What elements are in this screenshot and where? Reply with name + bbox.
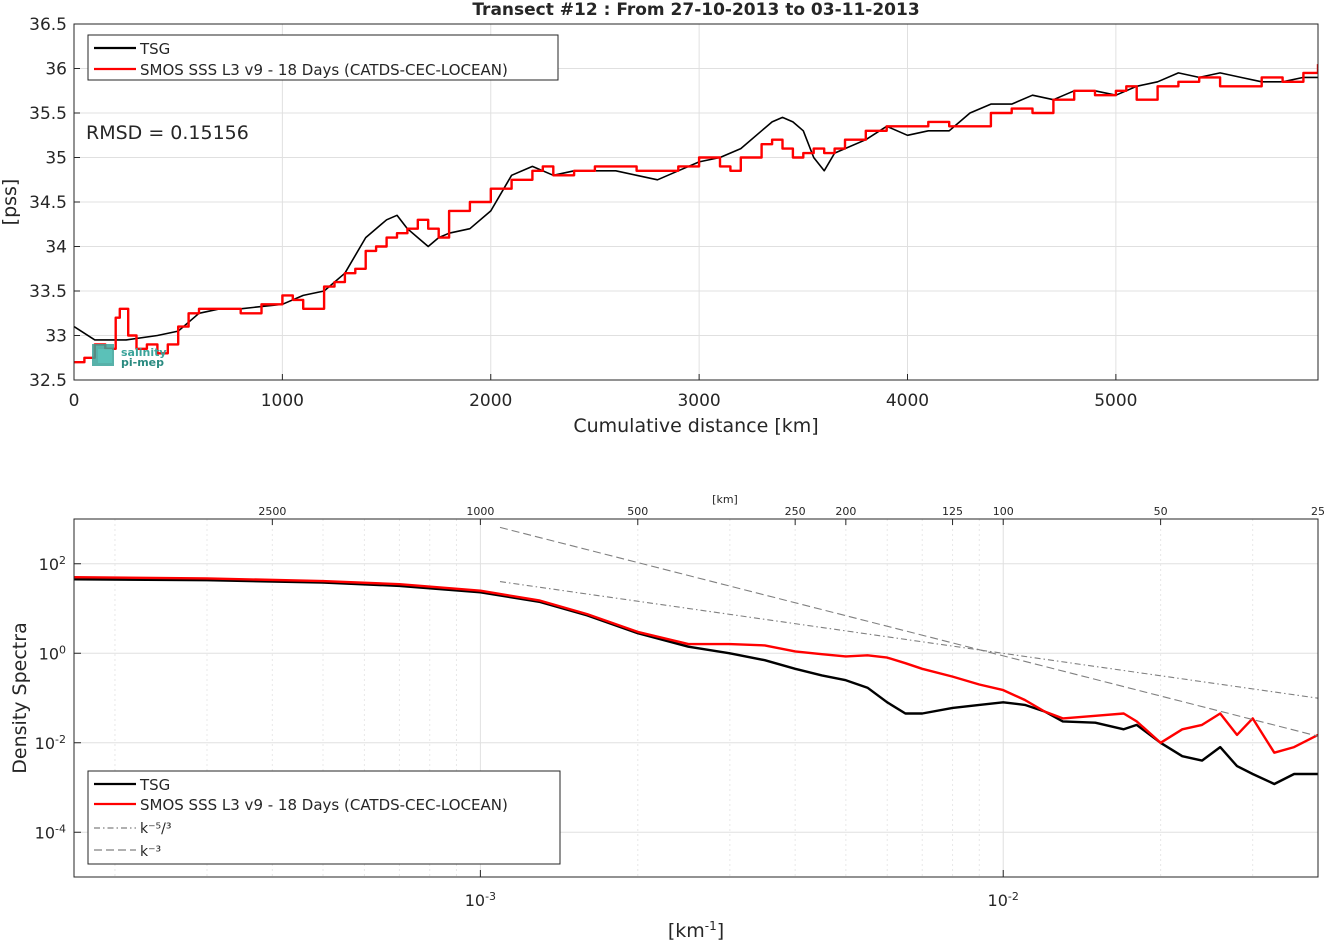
top-legend-smos-label: SMOS SSS L3 v9 - 18 Days (CATDS-CEC-LOCE… — [140, 61, 508, 79]
tsg-spectrum-line — [74, 578, 1318, 786]
top-y-tick-label: 36.5 — [29, 15, 67, 35]
top-ylabel: [pss] — [0, 179, 21, 226]
top-y-tick-label: 33.5 — [29, 282, 67, 302]
logo-text-2: pi-mep — [121, 356, 164, 369]
top-y-tick-label: 34 — [45, 238, 67, 258]
top-y-tick-label: 33 — [45, 327, 67, 347]
top-x-tick-label: 5000 — [1094, 391, 1137, 411]
bottom-top-axis-tick-label: 1000 — [466, 505, 494, 518]
top-y-tick-label: 34.5 — [29, 193, 67, 213]
top-legend-tsg-label: TSG — [139, 40, 170, 58]
salinity-pi-mep-logo: salinity pi-mep — [92, 344, 167, 369]
bottom-y-tick-label: 10-4 — [35, 822, 66, 843]
bottom-top-axis-tick-label: 500 — [627, 505, 648, 518]
bottom-top-axis-tick-label: 250 — [785, 505, 806, 518]
bottom-xlabel: [km-1] — [668, 919, 724, 942]
bottom-legend-k53-label: k⁻⁵/³ — [140, 821, 171, 837]
smos-spectrum-line — [74, 576, 1318, 754]
bottom-axes-box — [73, 518, 1319, 878]
bottom-top-axis-tick-label: 50 — [1154, 505, 1168, 518]
bottom-legend-box — [87, 770, 561, 865]
bottom-y-tick-label: 100 — [39, 643, 66, 664]
bottom-top-axis-tick-label: 200 — [835, 505, 856, 518]
bottom-top-axis-tick-label: 100 — [993, 505, 1014, 518]
rmsd-annotation: RMSD = 0.15156 — [86, 122, 249, 144]
top-y-tick-label: 36 — [45, 60, 67, 80]
bottom-legend-tsg-label: TSG — [139, 776, 170, 794]
top-legend: TSG SMOS SSS L3 v9 - 18 Days (CATDS-CEC-… — [87, 34, 559, 81]
bottom-x-tick-label: 10-2 — [988, 890, 1019, 911]
tsg-line — [74, 72, 1318, 341]
logo-text-1: salinity — [121, 346, 167, 359]
top-y-tick-label: 35 — [45, 149, 67, 169]
top-x-tick-label: 4000 — [886, 391, 929, 411]
bottom-legend-k3-label: k⁻³ — [140, 844, 161, 860]
bottom-legend-smos-label: SMOS SSS L3 v9 - 18 Days (CATDS-CEC-LOCE… — [140, 796, 508, 814]
top-legend-box — [87, 34, 559, 81]
top-ticks: 0 1000 2000 3000 4000 5000 32.5 33 33.5 34 34.5 35 3… — [29, 15, 1137, 411]
k53-reference-line — [499, 581, 1318, 699]
top-x-tick-label: 2000 — [469, 391, 512, 411]
bottom-top-axis-tick-label: 2500 — [258, 505, 286, 518]
top-series-group — [74, 64, 1318, 364]
top-x-tick-label: 0 — [69, 391, 80, 411]
bottom-y-tick-label: 10-2 — [35, 732, 66, 753]
smos-line — [74, 64, 1318, 364]
bottom-legend: TSG SMOS SSS L3 v9 - 18 Days (CATDS-CEC-… — [87, 770, 561, 865]
bottom-top-axis-tick-label: 25 — [1311, 505, 1325, 518]
bottom-x-tick-label: 10-3 — [465, 890, 496, 911]
top-x-tick-label: 1000 — [261, 391, 304, 411]
bottom-top-axis-label: [km] — [712, 493, 738, 506]
top-x-tick-label: 3000 — [677, 391, 720, 411]
bottom-top-axis-tick-label: 125 — [942, 505, 963, 518]
bottom-y-tick-label: 102 — [39, 553, 66, 574]
k3-reference-line — [499, 526, 1318, 737]
top-y-tick-label: 32.5 — [29, 371, 67, 391]
top-xlabel: Cumulative distance [km] — [573, 415, 818, 437]
logo-icon-inner — [98, 349, 112, 363]
figure-title: Transect #12 : From 27-10-2013 to 03-11-… — [472, 0, 919, 20]
top-y-tick-label: 35.5 — [29, 104, 67, 124]
bottom-ticks: 10-3 10-2 10-4 10-2 100 102 2500 1000 500 250 200 1… — [35, 505, 1325, 910]
bottom-series-group — [74, 526, 1318, 786]
bottom-ylabel: Density Spectra — [9, 622, 31, 773]
